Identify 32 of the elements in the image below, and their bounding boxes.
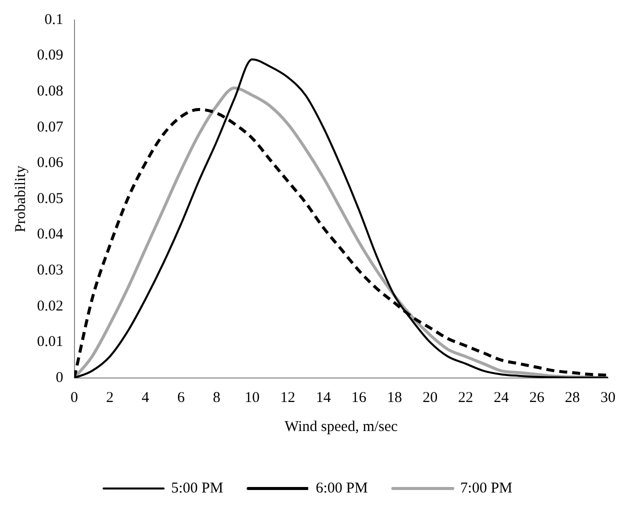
y-axis-title: Probability: [12, 165, 29, 232]
y-tick-label: 0.03: [37, 262, 64, 279]
x-tick-label: 30: [600, 390, 616, 406]
x-tick-label: 16: [351, 390, 367, 406]
x-axis-title: Wind speed, m/sec: [284, 418, 398, 435]
legend-label: 7:00 PM: [460, 480, 512, 496]
y-tick-label: 0.06: [37, 155, 64, 172]
y-tick-label: 0: [56, 370, 64, 386]
x-tick-label: 18: [387, 390, 402, 406]
x-tick-label: 6: [177, 390, 186, 406]
x-tick-label: 22: [458, 390, 474, 406]
legend-label: 6:00 PM: [316, 480, 368, 496]
x-tick-label: 28: [564, 390, 580, 406]
x-tick-label: 0: [70, 390, 78, 406]
x-tick-label: 2: [106, 390, 114, 406]
legend-label: 5:00 PM: [171, 480, 224, 496]
y-tick-label: 0.01: [37, 334, 64, 350]
y-tick-label: 0.09: [37, 48, 64, 64]
x-tick-label: 8: [212, 390, 220, 406]
y-tick-label: 0.05: [37, 190, 64, 207]
x-tick-label: 26: [529, 390, 545, 406]
y-tick-label: 0.04: [37, 226, 64, 243]
x-tick-label: 12: [280, 390, 296, 406]
y-tick-label: 0.08: [37, 84, 64, 100]
y-tick-label: 0.07: [37, 119, 64, 136]
x-tick-label: 10: [244, 390, 260, 406]
x-tick-label: 24: [494, 390, 510, 406]
x-tick-label: 14: [316, 390, 332, 406]
y-tick-label: 0.1: [44, 12, 64, 28]
x-tick-label: 20: [422, 390, 438, 406]
x-tick-label: 4: [142, 390, 150, 406]
y-tick-label: 0.02: [37, 298, 64, 314]
